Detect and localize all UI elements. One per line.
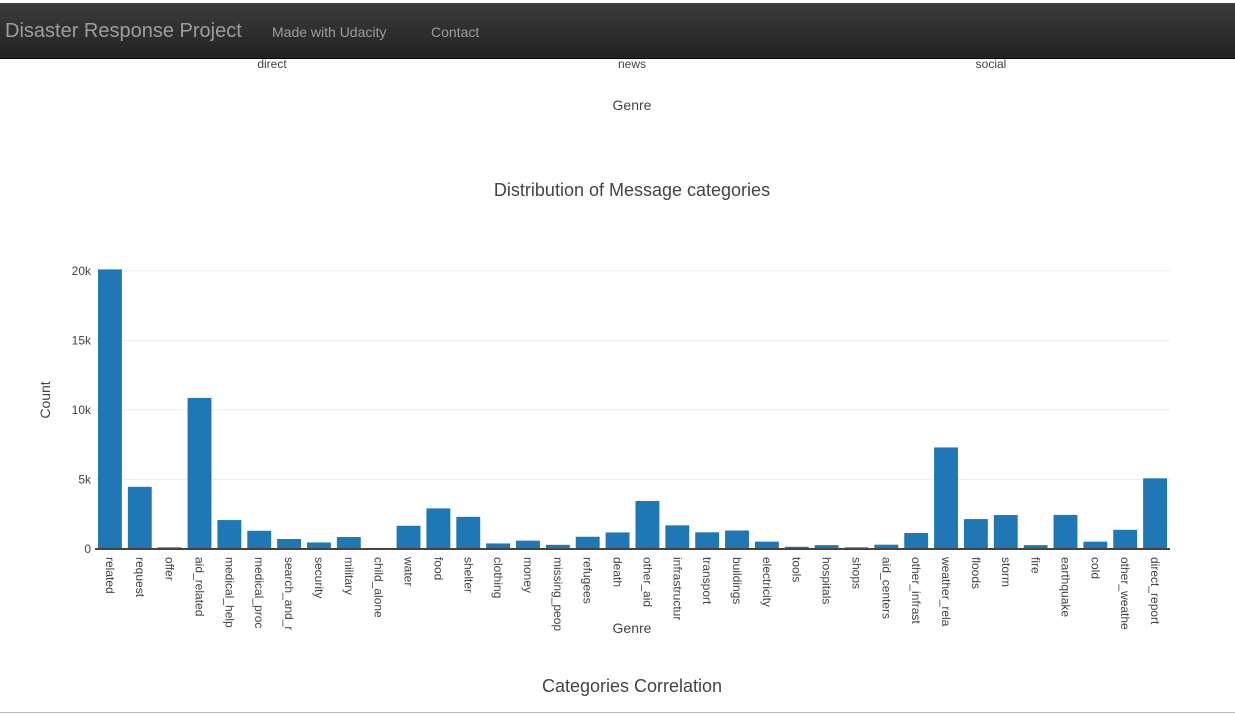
bar-missing_peop [545, 544, 570, 549]
x-tick-label: hospitals [820, 557, 834, 604]
bar-refugees [575, 536, 600, 549]
navbar: Disaster Response Project Made with Udac… [0, 3, 1235, 59]
x-tick-label: related [103, 557, 117, 594]
x-tick-label: offer [163, 557, 177, 581]
bar-other_infrast [904, 533, 929, 549]
x-tick-label: medical_proc [252, 557, 266, 628]
x-tick-label: death [611, 557, 625, 587]
x-tick-label: security [312, 557, 326, 598]
x-tick-label: shops [849, 557, 863, 589]
bar-cold [1083, 541, 1108, 549]
top-gap [0, 0, 1235, 3]
nav-link-udacity[interactable]: Made with Udacity [272, 24, 387, 40]
x-tick-label: cold [1088, 557, 1102, 579]
x-tick-label: missing_peop [551, 557, 565, 631]
bar-tools [784, 546, 809, 549]
prev-chart-x-title: Genre [612, 97, 652, 113]
brand-link[interactable]: Disaster Response Project [5, 20, 242, 42]
prev-chart-tick-direct: direct [257, 57, 287, 71]
x-tick-label: tools [790, 557, 804, 582]
bar-other_aid [635, 501, 660, 549]
x-tick-label: transport [700, 557, 714, 605]
x-tick-label: buildings [730, 557, 744, 604]
prev-chart-tick-news: news [617, 57, 647, 71]
x-tick-label: floods [969, 557, 983, 589]
x-tick-label: shelter [461, 557, 475, 593]
bar-transport [695, 532, 720, 549]
bar-security [307, 542, 331, 549]
bar-request [127, 486, 152, 549]
bar-medical_proc [247, 530, 272, 549]
y-tick-label: 5k [78, 472, 92, 486]
bar-military [336, 537, 361, 549]
bar-earthquake [1053, 514, 1078, 549]
y-tick-label: 10k [72, 403, 92, 417]
x-tick-label: medical_help [222, 557, 236, 628]
bar-death [605, 532, 630, 549]
x-tick-label: infrastructur [670, 557, 684, 620]
x-tick-label: earthquake [1058, 557, 1072, 617]
x-tick-label: direct_report [1148, 557, 1162, 625]
bar-infrastructure [665, 525, 690, 549]
nav-link-contact[interactable]: Contact [431, 24, 480, 40]
bar-search_and_r [277, 538, 302, 549]
bar-aid_related [187, 397, 212, 549]
x-tick-label: other_weathe [1118, 557, 1132, 630]
x-tick-label: clothing [491, 557, 505, 598]
prev-chart-tick-social: social [975, 57, 1007, 71]
x-tick-label: storm [999, 557, 1013, 587]
bar-water [396, 525, 421, 549]
bar-related [97, 269, 122, 549]
bar-medical_help [217, 520, 242, 549]
bar-aid_centers [874, 544, 899, 549]
bar-other_weathe [1113, 529, 1138, 549]
chart-title: Distribution of Message categories [493, 180, 771, 200]
x-tick-label: food [431, 557, 445, 580]
x-tick-label: aid_related [193, 557, 207, 616]
next-chart-title: Categories Correlation [541, 676, 723, 696]
y-tick-label: 20k [72, 264, 92, 278]
y-tick-label: 0 [84, 542, 91, 556]
x-tick-label: water [402, 556, 416, 586]
x-tick-label: child_alone [372, 557, 386, 618]
x-tick-label: search_and_r [282, 557, 296, 630]
x-axis-title: Genre [613, 620, 652, 636]
y-tick-label: 15k [72, 333, 92, 347]
bar-money [516, 540, 540, 549]
bar-fire [1023, 545, 1048, 549]
x-tick-label: weather_rela [939, 556, 953, 627]
bar-storm [993, 515, 1018, 549]
x-tick-label: electricity [760, 557, 774, 607]
x-tick-label: refugees [581, 557, 595, 604]
x-tick-label: fire [1029, 557, 1043, 574]
bar-electricity [754, 541, 779, 549]
bar-food [426, 508, 451, 549]
bar-direct_report [1143, 478, 1168, 549]
bar-buildings [725, 530, 749, 549]
bar-floods [963, 519, 988, 549]
bar-shelter [456, 516, 481, 549]
bar-weather_rela [934, 447, 958, 549]
y-axis-title: Count [37, 381, 53, 418]
bar-clothing [486, 543, 511, 549]
x-tick-label: aid_centers [879, 557, 893, 619]
x-tick-label: military [342, 557, 356, 595]
x-tick-label: other_aid [640, 557, 654, 607]
x-tick-label: other_infrast [909, 557, 923, 624]
x-tick-label: money [521, 557, 535, 593]
bottom-divider [0, 712, 1235, 713]
x-tick-label: request [133, 557, 147, 598]
bar-hospitals [814, 545, 839, 549]
